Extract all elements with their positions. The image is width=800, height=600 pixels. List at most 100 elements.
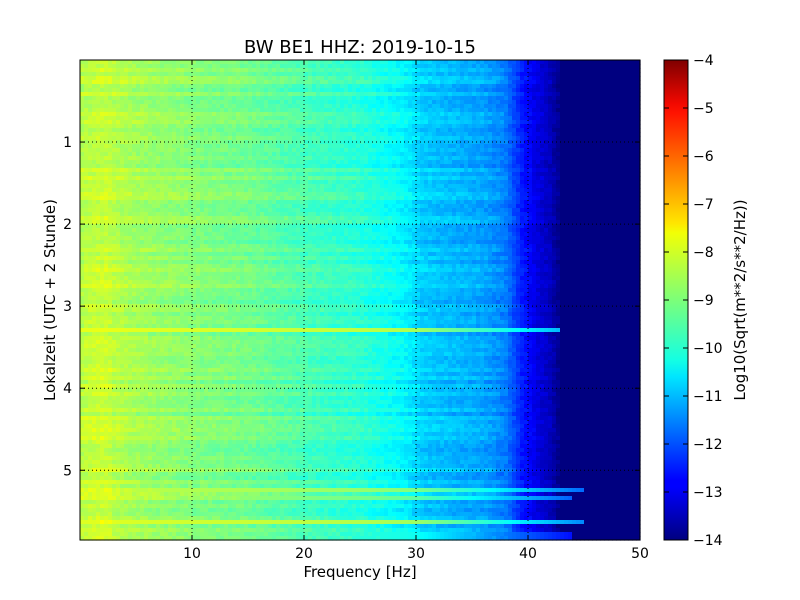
- spectrogram-cell: [148, 72, 153, 77]
- spectrogram-cell: [280, 184, 285, 189]
- spectrogram-cell: [532, 92, 537, 97]
- spectrogram-cell: [560, 148, 565, 153]
- spectrogram-cell: [588, 128, 593, 133]
- spectrogram-cell: [176, 192, 181, 197]
- spectrogram-cell: [540, 192, 545, 197]
- spectrogram-cell: [276, 112, 281, 117]
- spectrogram-cell: [128, 136, 133, 141]
- spectrogram-cell: [352, 116, 357, 121]
- spectrogram-cell: [184, 76, 189, 81]
- spectrogram-cell: [368, 80, 373, 85]
- spectrogram-cell: [392, 148, 397, 153]
- spectrogram-cell: [268, 60, 273, 65]
- spectrogram-cell: [416, 144, 421, 149]
- spectrogram-cell: [608, 184, 613, 189]
- spectrogram-cell: [396, 96, 401, 101]
- spectrogram-cell: [328, 60, 333, 65]
- spectrogram-cell: [156, 168, 161, 173]
- spectrogram-cell: [312, 72, 317, 77]
- spectrogram-cell: [148, 156, 153, 161]
- spectrogram-cell: [404, 188, 409, 193]
- spectrogram-cell: [172, 96, 177, 101]
- spectrogram-cell: [128, 60, 133, 65]
- spectrogram-cell: [416, 80, 421, 85]
- spectrogram-cell: [548, 136, 553, 141]
- spectrogram-cell: [100, 100, 105, 105]
- spectrogram-cell: [180, 112, 185, 117]
- spectrogram-cell: [448, 184, 453, 189]
- spectrogram-cell: [384, 144, 389, 149]
- spectrogram-cell: [556, 124, 561, 129]
- spectrogram-cell: [208, 96, 213, 101]
- spectrogram-cell: [124, 200, 129, 205]
- spectrogram-cell: [504, 160, 509, 165]
- spectrogram-cell: [476, 184, 481, 189]
- spectrogram-cell: [628, 172, 633, 177]
- spectrogram-cell: [196, 104, 201, 109]
- spectrogram-cell: [264, 128, 269, 133]
- spectrogram-cell: [536, 112, 541, 117]
- spectrogram-cell: [464, 164, 469, 169]
- spectrogram-cell: [436, 92, 441, 97]
- spectrogram-cell: [512, 132, 517, 137]
- spectrogram-cell: [592, 148, 597, 153]
- spectrogram-cell: [252, 88, 257, 93]
- spectrogram-cell: [356, 60, 361, 65]
- spectrogram-cell: [120, 148, 125, 153]
- spectrogram-cell: [616, 80, 621, 85]
- spectrogram-cell: [612, 124, 617, 129]
- spectrogram-cell: [532, 64, 537, 69]
- spectrogram-cell: [556, 84, 561, 89]
- spectrogram-cell: [588, 100, 593, 105]
- spectrogram-cell: [476, 120, 481, 125]
- spectrogram-cell: [528, 120, 533, 125]
- spectrogram-cell: [516, 128, 521, 133]
- spectrogram-cell: [496, 116, 501, 121]
- spectrogram-cell: [420, 60, 425, 65]
- spectrogram-cell: [140, 160, 145, 165]
- spectrogram-cell: [356, 64, 361, 69]
- spectrogram-cell: [292, 168, 297, 173]
- spectrogram-cell: [112, 60, 117, 65]
- spectrogram-cell: [356, 88, 361, 93]
- spectrogram-cell: [592, 104, 597, 109]
- spectrogram-cell: [156, 80, 161, 85]
- spectrogram-cell: [240, 72, 245, 77]
- spectrogram-cell: [516, 108, 521, 113]
- spectrogram-cell: [564, 96, 569, 101]
- spectrogram-cell: [120, 124, 125, 129]
- spectrogram-cell: [492, 112, 497, 117]
- spectrogram-cell: [116, 164, 121, 169]
- spectrogram-cell: [272, 64, 277, 69]
- spectrogram-cell: [492, 64, 497, 69]
- spectrogram-cell: [600, 156, 605, 161]
- spectrogram-cell: [448, 104, 453, 109]
- spectrogram-cell: [260, 68, 265, 73]
- spectrogram-cell: [452, 128, 457, 133]
- spectrogram-cell: [156, 196, 161, 201]
- spectrogram-cell: [288, 60, 293, 65]
- spectrogram-cell: [604, 192, 609, 197]
- spectrogram-cell: [464, 156, 469, 161]
- spectrogram-cell: [244, 144, 249, 149]
- spectrogram-cell: [124, 184, 129, 189]
- spectrogram-cell: [260, 88, 265, 93]
- spectrogram-cell: [164, 168, 169, 173]
- spectrogram-cell: [100, 172, 105, 177]
- spectrogram-cell: [588, 192, 593, 197]
- spectrogram-cell: [564, 184, 569, 189]
- spectrogram-cell: [476, 64, 481, 69]
- spectrogram-cell: [452, 172, 457, 177]
- spectrogram-cell: [212, 104, 217, 109]
- spectrogram-cell: [364, 188, 369, 193]
- spectrogram-cell: [592, 180, 597, 185]
- spectrogram-cell: [264, 68, 269, 73]
- spectrogram-cell: [440, 148, 445, 153]
- spectrogram-cell: [596, 168, 601, 173]
- spectrogram-cell: [592, 160, 597, 165]
- spectrogram-cell: [84, 164, 89, 169]
- spectrogram-cell: [252, 180, 257, 185]
- spectrogram-cell: [500, 88, 505, 93]
- spectrogram-cell: [284, 108, 289, 113]
- spectrogram-cell: [532, 164, 537, 169]
